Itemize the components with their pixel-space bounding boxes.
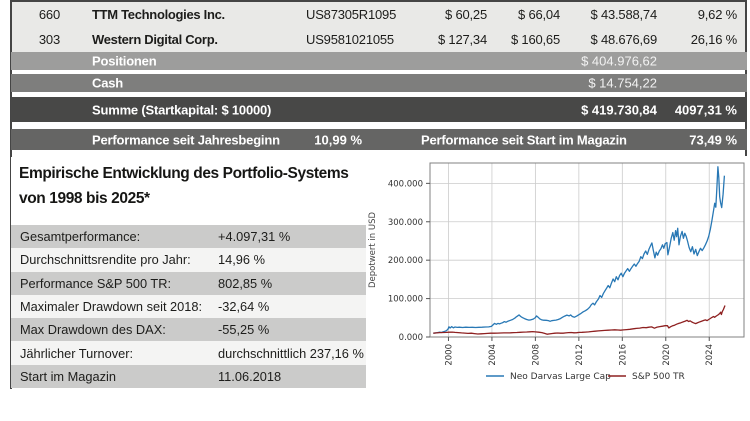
holding-performance: 9,62 %	[697, 7, 737, 22]
stats-row: Start im Magazin 11.06.2018	[11, 364, 381, 389]
x-tick-label: 2016	[618, 344, 628, 366]
stat-value: durchschnittlich 237,16 %	[218, 345, 364, 361]
stats-row: Performance S&P 500 TR: 802,85 %	[11, 271, 381, 295]
series-sp500-line	[433, 305, 726, 335]
plot-frame	[429, 162, 745, 338]
ytd-performance-value: 10,99 %	[314, 132, 362, 147]
stats-row: Maximaler Drawdown seit 2018: -32,64 %	[11, 294, 381, 319]
x-tick-label: 2000	[444, 344, 454, 366]
x-tick-label: 2020	[662, 344, 672, 366]
stats-row: Durchschnittsrendite pro Jahr: 14,96 %	[11, 248, 381, 272]
since-start-performance-label: Performance seit Start im Magazin	[421, 132, 627, 147]
y-tick-label: 200.000	[388, 256, 423, 266]
sum-performance: 4097,31 %	[674, 102, 737, 117]
stat-label: Performance S&P 500 TR:	[20, 275, 172, 291]
performance-bar: Performance seit Jahresbeginn 10,99 % Pe…	[11, 129, 747, 150]
sum-label: Summe (Startkapital: $ 10000)	[92, 102, 272, 117]
legend-neo-darvas-label: Neo Darvas Large Cap	[510, 372, 611, 382]
series-neo-darvas-line	[433, 166, 726, 334]
legend-sp500-label: S&P 500 TR	[632, 372, 685, 382]
stat-label: Maximaler Drawdown seit 2018:	[20, 299, 203, 315]
table-row: 303 Western Digital Corp. US9581021055 $…	[12, 27, 745, 52]
stat-label: Jährlicher Turnover:	[20, 345, 134, 361]
stats-title-line1: Empirische Entwicklung des Portfolio-Sys…	[19, 165, 349, 182]
holding-name: Western Digital Corp.	[92, 32, 218, 47]
table-row: 660 TTM Technologies Inc. US87305R1095 $…	[12, 2, 745, 27]
y-tick-label: 100.000	[388, 295, 423, 305]
stat-label: Durchschnittsrendite pro Jahr:	[20, 252, 191, 268]
y-tick-label: 0.000	[399, 333, 423, 343]
holding-current-price: $ 160,65	[510, 32, 560, 47]
stats-row: Gesamtperformance: +4.097,31 %	[11, 225, 381, 249]
y-tick-label: 400.000	[388, 179, 423, 189]
positions-label: Positionen	[92, 53, 157, 69]
cash-label: Cash	[92, 75, 123, 91]
holding-current-price: $ 66,04	[518, 7, 560, 22]
stats-row: Max Drawdown des DAX: -55,25 %	[11, 318, 381, 342]
holding-position-value: $ 48.676,69	[590, 32, 658, 47]
positions-value: $ 404.976,62	[581, 53, 657, 69]
cash-bar: Cash $ 14.754,22	[11, 74, 747, 92]
y-axis-label: Depotwert in USD	[368, 212, 378, 288]
cash-value: $ 14.754,22	[588, 75, 657, 91]
holding-isin: US87305R1095	[306, 7, 397, 22]
holding-quantity: 303	[38, 32, 60, 47]
stats-rows: Gesamtperformance: +4.097,31 % Durchschn…	[11, 225, 381, 389]
plot-area	[430, 163, 744, 337]
stat-label: Gesamtperformance:	[20, 229, 141, 245]
empirical-stats-panel: Empirische Entwicklung des Portfolio-Sys…	[11, 157, 381, 389]
holding-position-value: $ 43.588,74	[590, 7, 658, 22]
sum-value: $ 419.730,84	[581, 102, 657, 117]
x-tick-label: 2008	[531, 344, 541, 366]
ytd-performance-label: Performance seit Jahresbeginn	[92, 132, 280, 147]
holdings-table: 660 TTM Technologies Inc. US87305R1095 $…	[12, 2, 745, 52]
since-start-performance-value: 73,49 %	[689, 132, 737, 147]
stat-value: 14,96 %	[218, 252, 265, 268]
holding-buy-price: $ 60,25	[445, 7, 487, 22]
holding-name: TTM Technologies Inc.	[92, 7, 225, 22]
stat-label: Start im Magazin	[20, 368, 117, 384]
stat-value: -32,64 %	[218, 299, 270, 315]
x-tick-label: 2004	[488, 344, 498, 366]
stats-row: Jährlicher Turnover: durchschnittlich 23…	[11, 341, 381, 365]
positions-total-bar: Positionen $ 404.976,62	[11, 52, 747, 70]
stat-value: 11.06.2018	[218, 368, 282, 384]
stat-value: +4.097,31 %	[218, 229, 291, 245]
x-tick-label: 2012	[575, 344, 585, 366]
x-tick-label: 2024	[705, 344, 715, 366]
portfolio-chart: 0.000 100.000 200.000 300.000 400.000 2000 200…	[366, 157, 750, 407]
holding-isin: US9581021055	[306, 32, 394, 47]
holding-quantity: 660	[38, 7, 60, 22]
holding-buy-price: $ 127,34	[437, 32, 487, 47]
table-top-border	[11, 0, 747, 2]
sum-total-bar: Summe (Startkapital: $ 10000) $ 419.730,…	[11, 97, 747, 122]
stats-title-line2: von 1998 bis 2025*	[19, 190, 150, 207]
stats-panel-title: Empirische Entwicklung des Portfolio-Sys…	[19, 161, 349, 211]
stat-label: Max Drawdown des DAX:	[20, 322, 166, 338]
y-tick-label: 300.000	[388, 218, 423, 228]
stat-value: -55,25 %	[218, 322, 270, 338]
stat-value: 802,85 %	[218, 275, 273, 291]
holding-performance: 26,16 %	[690, 32, 738, 47]
portfolio-chart-svg: 0.000 100.000 200.000 300.000 400.000 2000 200…	[368, 162, 745, 382]
